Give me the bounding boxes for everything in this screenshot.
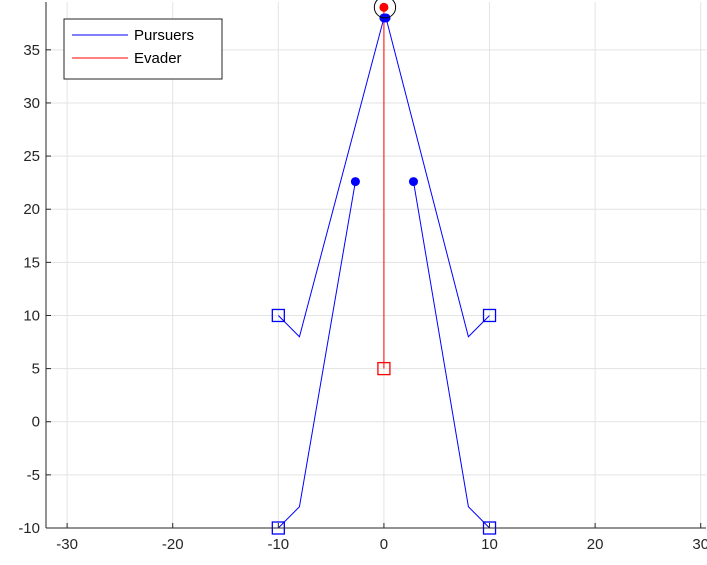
x-tick-label: -30 [56,536,78,553]
series-line-1 [385,17,490,338]
y-tick-label: 25 [23,148,40,165]
tick-labels: -30 -20 -10 0 10 20 30 -10 -5 0 5 10 15 20 25 30 35 [18,42,707,553]
end-marker-2 [350,177,360,187]
start-marker-4 [377,361,391,376]
y-tick-label: -5 [27,467,40,484]
x-tick-label: 30 [692,536,707,553]
y-tick-label: 30 [23,95,40,112]
legend: Pursuers Evader [63,18,223,80]
legend-label-1: Evader [134,50,182,67]
x-tick-label: 20 [587,536,604,553]
end-marker-3 [408,177,418,187]
y-tick-label: 0 [32,414,40,431]
plot-area [46,2,706,528]
legend-box [63,18,223,80]
y-tick-label: 20 [23,201,40,218]
x-tick-label: -10 [267,536,289,553]
capture-circle [373,0,397,19]
x-tick-label: 10 [481,536,498,553]
y-tick-label: 35 [23,42,40,59]
y-tick-label: 15 [23,254,40,271]
grid [46,2,706,529]
axes [45,2,706,529]
y-tick-label: -10 [18,520,40,537]
start-marker-0 [271,308,285,323]
series-layer [277,7,490,529]
end-marker-4 [379,2,389,12]
series-line-3 [412,181,490,529]
series-line-2 [277,181,356,529]
start-marker-1 [482,308,497,323]
legend-label-0: Pursuers [134,27,194,44]
y-tick-label: 5 [32,361,40,378]
series-line-0 [277,17,385,338]
y-tick-label: 10 [23,307,40,324]
x-tick-label: 0 [380,536,388,553]
x-tick-label: -20 [162,536,184,553]
